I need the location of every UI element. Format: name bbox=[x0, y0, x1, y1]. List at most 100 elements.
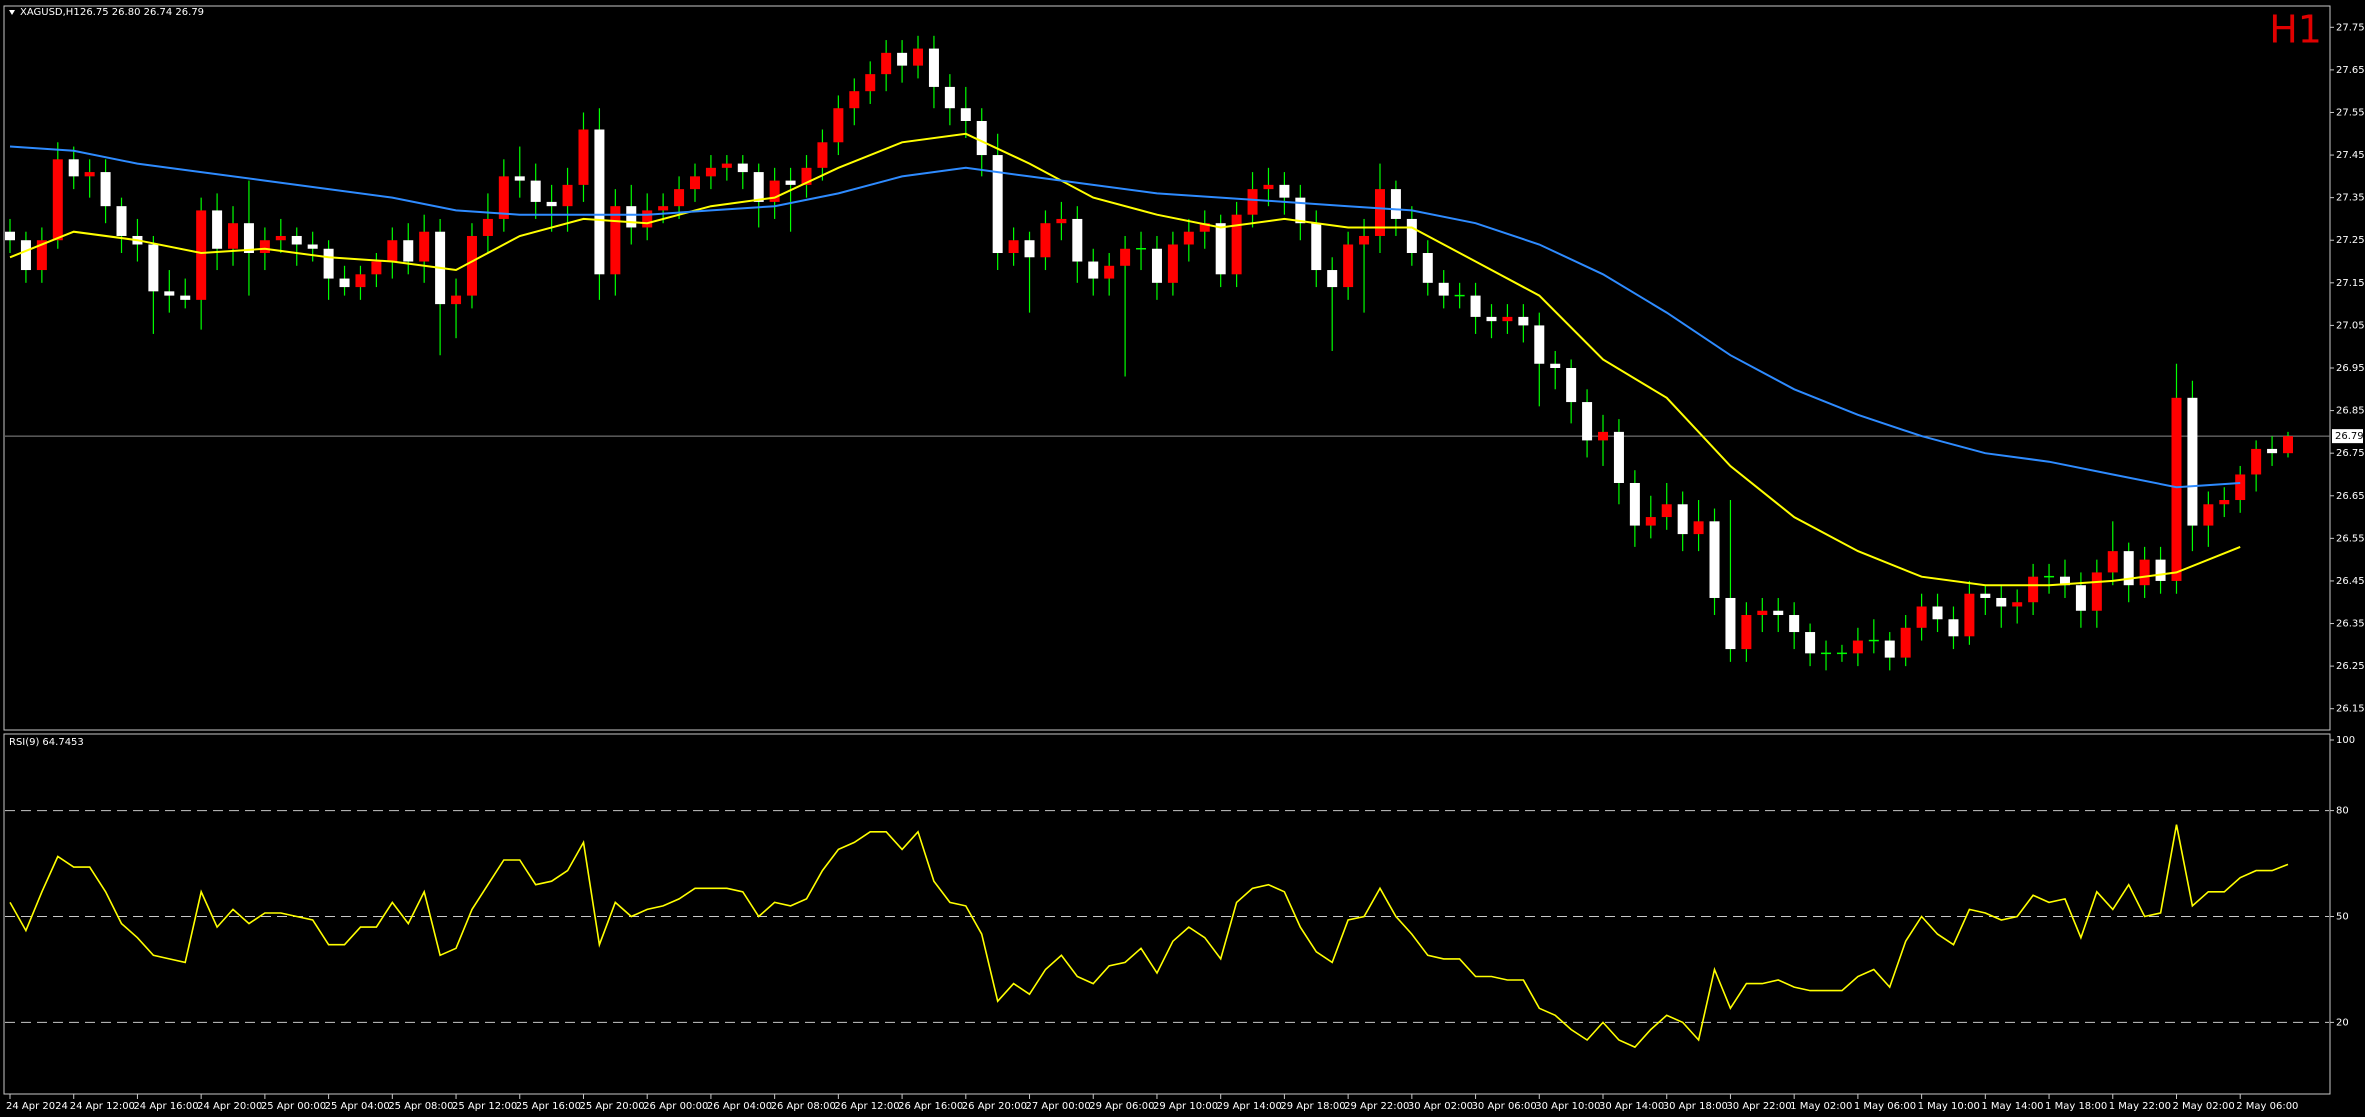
candle-body bbox=[1741, 615, 1752, 650]
y-tick-label: 27.35 bbox=[2336, 193, 2365, 204]
x-tick-label: 30 Apr 02:00 bbox=[1408, 1101, 1473, 1112]
y-tick-label: 26.65 bbox=[2336, 491, 2365, 502]
candle-body bbox=[1072, 218, 1083, 262]
y-tick-label: 26.55 bbox=[2336, 533, 2365, 544]
y-tick-label: 27.25 bbox=[2336, 235, 2365, 246]
candle-body bbox=[626, 206, 637, 228]
candle-body bbox=[1247, 189, 1258, 215]
candle-body bbox=[1645, 517, 1656, 526]
x-tick-label: 24 Apr 20:00 bbox=[197, 1101, 262, 1112]
candle-body bbox=[817, 142, 828, 168]
candle-body bbox=[2091, 572, 2102, 611]
candle-body bbox=[1040, 223, 1051, 258]
candle-body bbox=[68, 159, 79, 177]
x-tick-label: 29 Apr 06:00 bbox=[1089, 1101, 1154, 1112]
candle-body bbox=[1550, 363, 1561, 368]
candle-body bbox=[164, 291, 175, 296]
y-tick-label: 27.15 bbox=[2336, 278, 2365, 289]
x-tick-label: 26 Apr 20:00 bbox=[962, 1101, 1027, 1112]
candle-body bbox=[1582, 402, 1593, 441]
candle-body bbox=[1534, 325, 1545, 364]
candle-body bbox=[180, 295, 191, 300]
x-tick-label: 24 Apr 16:00 bbox=[133, 1101, 198, 1112]
y-tick-label: 27.45 bbox=[2336, 150, 2365, 161]
candle-body bbox=[196, 210, 207, 300]
y-tick-label: 26.95 bbox=[2336, 363, 2365, 374]
y-tick-label: 26.15 bbox=[2336, 704, 2365, 715]
candle-body bbox=[1661, 504, 1672, 518]
candle-body bbox=[992, 155, 1003, 254]
candle-body bbox=[2059, 576, 2070, 586]
candle-body bbox=[833, 108, 844, 143]
candle-body bbox=[275, 235, 286, 241]
candle-body bbox=[689, 176, 700, 190]
x-tick-label: 30 Apr 18:00 bbox=[1663, 1101, 1728, 1112]
y-tick-label: 27.75 bbox=[2336, 22, 2365, 33]
candle-body bbox=[1789, 615, 1800, 633]
candle-body bbox=[228, 223, 239, 249]
candle-body bbox=[259, 240, 270, 254]
candle-body bbox=[1725, 597, 1736, 650]
x-tick-label: 30 Apr 06:00 bbox=[1472, 1101, 1537, 1112]
timeframe-label: H1 bbox=[2269, 8, 2322, 52]
candle-body bbox=[1598, 431, 1609, 441]
candle-body bbox=[2283, 436, 2293, 454]
candle-body bbox=[1056, 218, 1067, 224]
candle-body bbox=[243, 223, 254, 254]
candle-body bbox=[1390, 189, 1401, 219]
x-tick-label: 1 May 10:00 bbox=[1918, 1101, 1980, 1112]
candle-body bbox=[1327, 270, 1338, 288]
candle-body bbox=[2107, 551, 2118, 573]
candle-body bbox=[1677, 504, 1688, 535]
x-tick-label: 25 Apr 16:00 bbox=[516, 1101, 581, 1112]
rsi-line bbox=[9, 824, 2289, 1049]
candle-body bbox=[1948, 619, 1959, 637]
candle-body bbox=[323, 248, 334, 279]
candle-body bbox=[1422, 253, 1433, 283]
candle-body bbox=[1996, 597, 2007, 607]
candle-body bbox=[1120, 248, 1131, 266]
candle-body bbox=[2203, 504, 2214, 526]
candle-body bbox=[881, 52, 892, 75]
candle-body bbox=[801, 167, 812, 185]
candle-body bbox=[1343, 244, 1354, 288]
candle-body bbox=[2028, 576, 2039, 603]
y-tick-label: 27.05 bbox=[2336, 320, 2365, 331]
candle-body bbox=[1438, 282, 1449, 296]
candle-body bbox=[482, 218, 493, 236]
x-tick-label: 29 Apr 18:00 bbox=[1280, 1101, 1345, 1112]
candle-body bbox=[387, 240, 398, 262]
candle-body bbox=[1088, 261, 1099, 279]
candle-body bbox=[849, 91, 860, 109]
candle-body bbox=[2251, 448, 2262, 475]
candle-body bbox=[419, 231, 430, 262]
candle-body bbox=[1008, 240, 1019, 254]
candle-body bbox=[1295, 197, 1306, 224]
x-tick-label: 26 Apr 16:00 bbox=[898, 1101, 963, 1112]
candle-body bbox=[2123, 551, 2134, 586]
y-tick-label: 27.55 bbox=[2336, 107, 2365, 118]
candle-body bbox=[2171, 397, 2182, 581]
x-tick-label: 27 Apr 00:00 bbox=[1026, 1101, 1091, 1112]
y-tick-label: 26.75 bbox=[2336, 448, 2365, 459]
candle-body bbox=[960, 108, 971, 121]
candle-body bbox=[1183, 231, 1194, 245]
candle-body bbox=[928, 48, 939, 87]
menu-arrow[interactable] bbox=[9, 10, 15, 15]
candle-body bbox=[1693, 521, 1704, 535]
candle-body bbox=[2139, 559, 2150, 586]
y-tick-label: 26.85 bbox=[2336, 406, 2365, 417]
x-tick-label: 26 Apr 00:00 bbox=[643, 1101, 708, 1112]
candle-body bbox=[52, 159, 63, 241]
candle-body bbox=[1199, 223, 1210, 232]
candle-body bbox=[339, 278, 350, 288]
candle-body bbox=[403, 240, 414, 262]
candle-body bbox=[2075, 585, 2086, 611]
x-tick-label: 26 Apr 04:00 bbox=[707, 1101, 772, 1112]
candle-body bbox=[753, 172, 764, 202]
candle-body bbox=[1964, 593, 1975, 637]
moving-average-line bbox=[9, 132, 2241, 587]
candle-body bbox=[1518, 316, 1529, 326]
price-label-box bbox=[2332, 429, 2363, 444]
